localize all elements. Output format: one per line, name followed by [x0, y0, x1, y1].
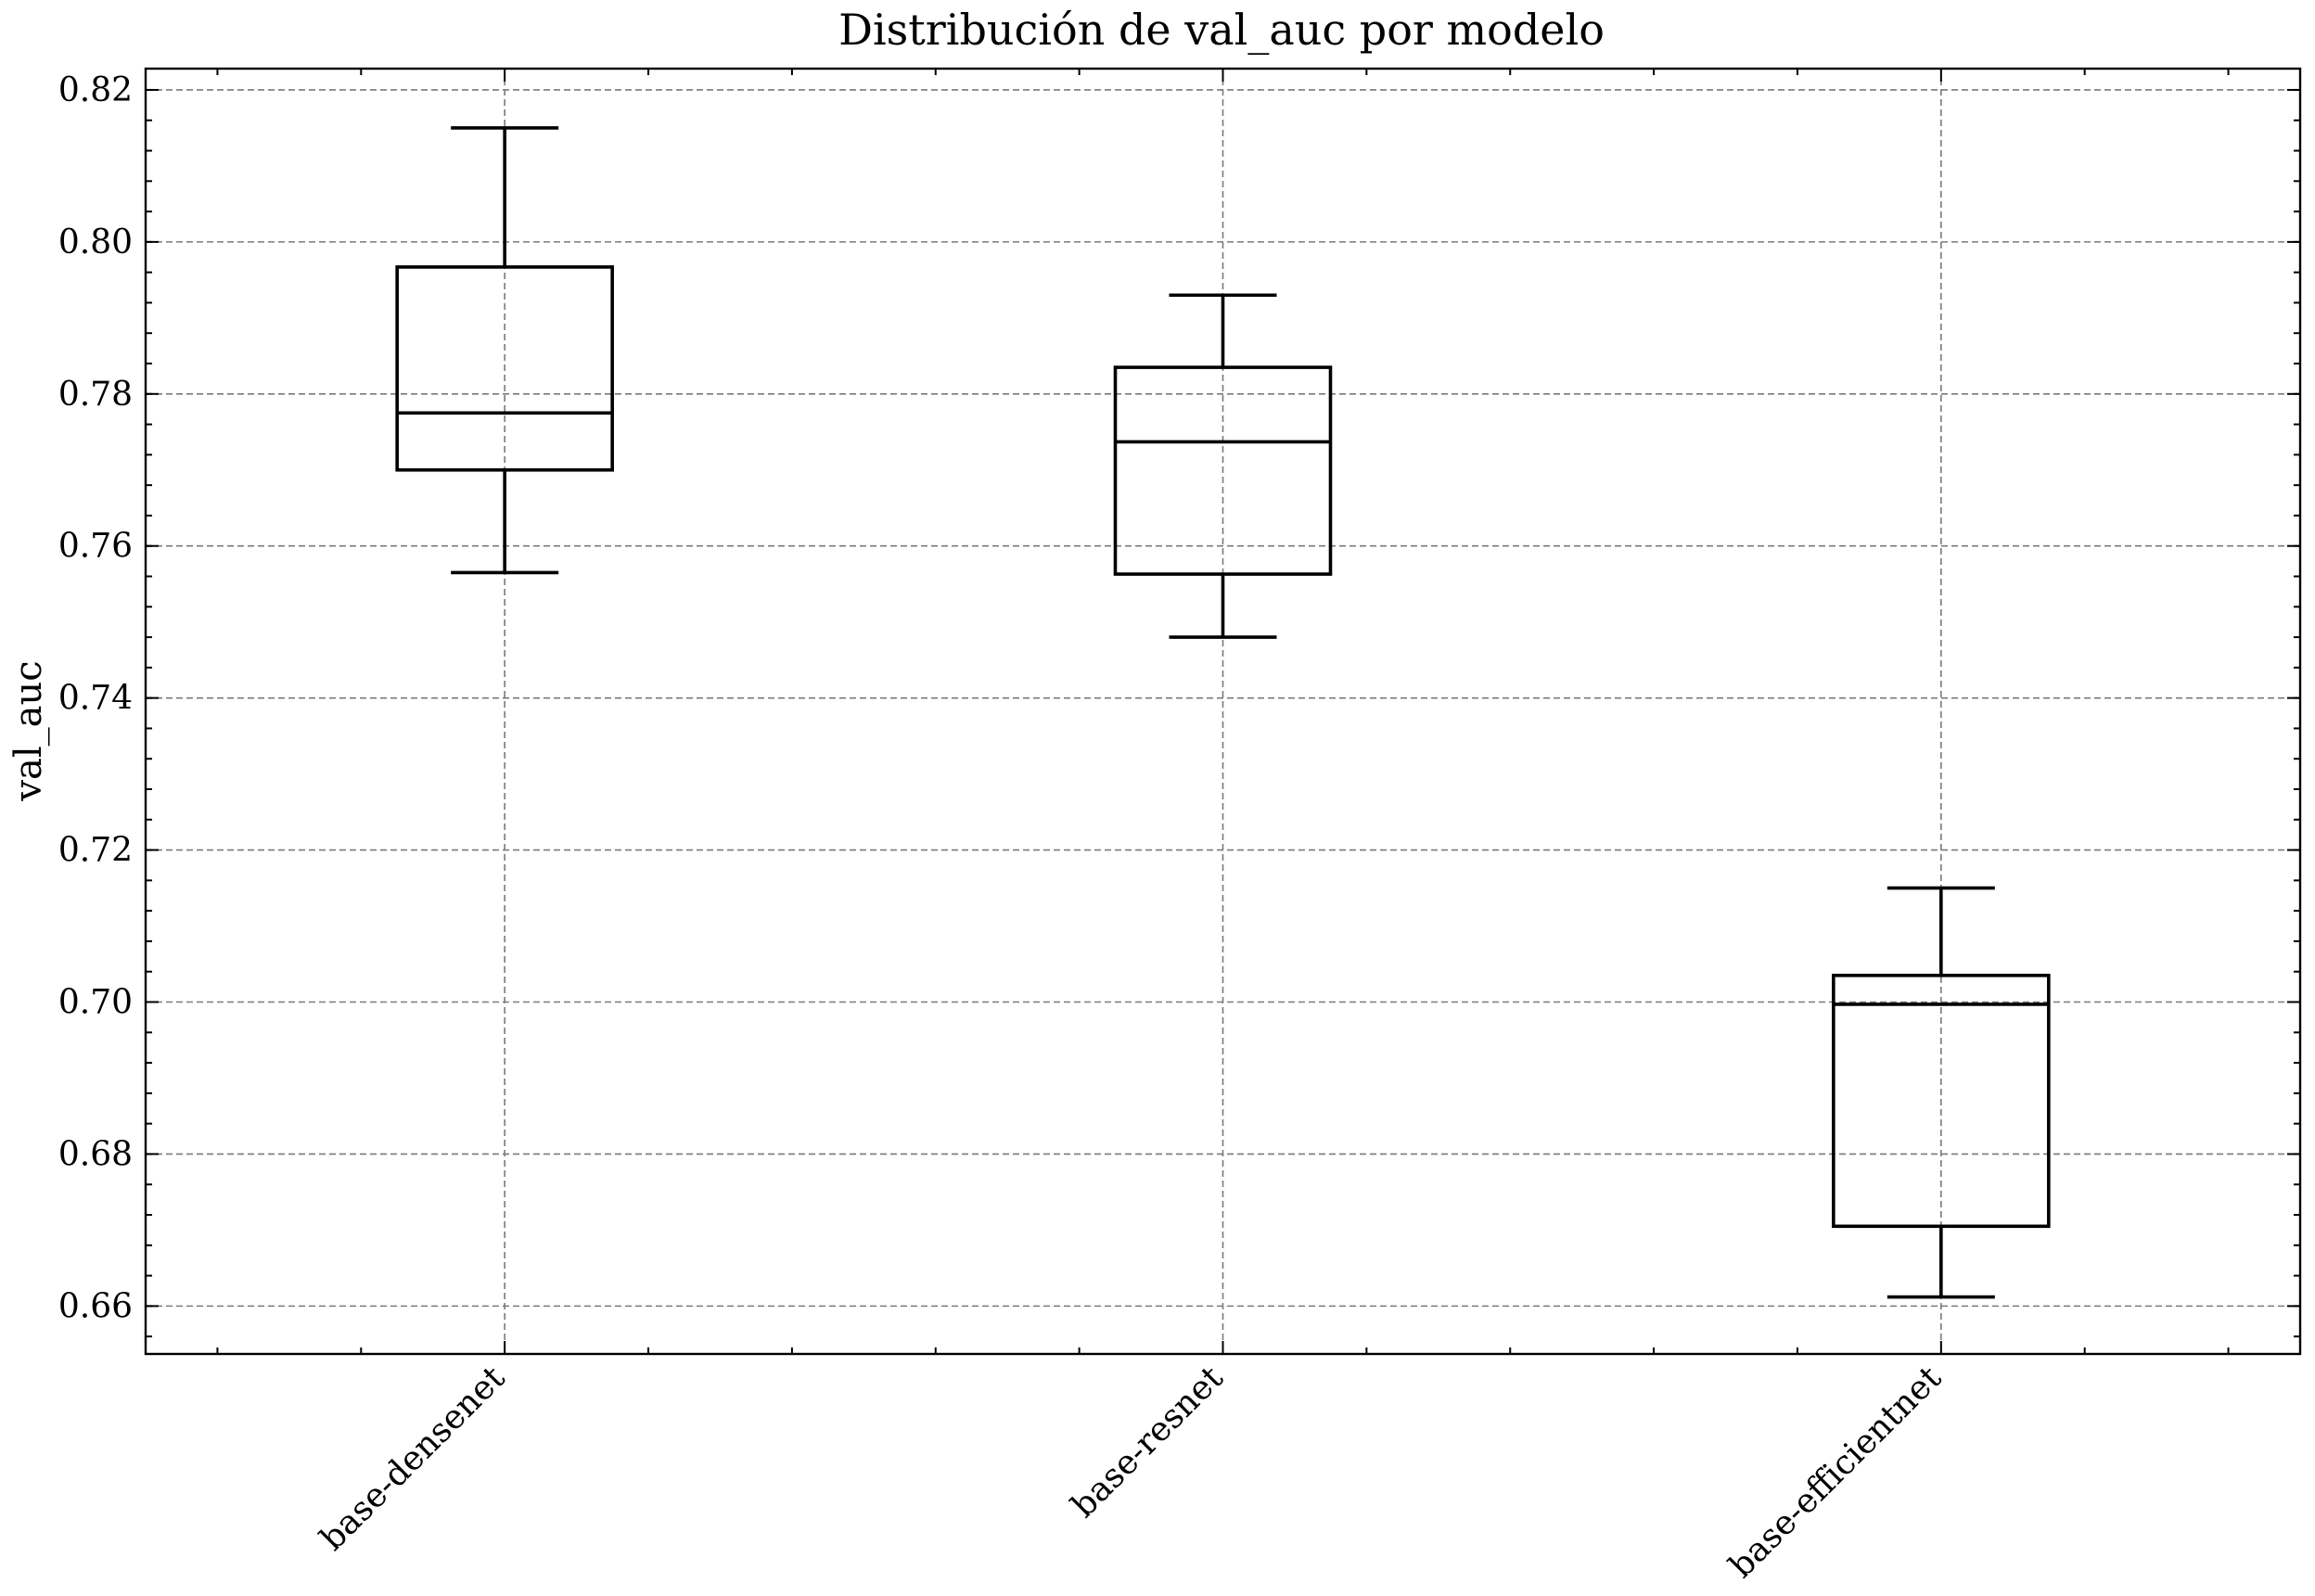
y-tick-label: 0.70 [58, 984, 133, 1022]
y-axis-label: val_auc [7, 660, 50, 801]
y-tick-label: 0.72 [58, 832, 133, 870]
y-tick-label: 0.78 [58, 376, 133, 414]
grid-layer [146, 69, 2300, 1354]
box-base-resnet [1113, 293, 1333, 639]
x-tick-label: base-efficientnet [1722, 1359, 1950, 1586]
plot-frame [144, 67, 2302, 1356]
iqr-box [1832, 974, 2051, 1229]
iqr-box [395, 265, 614, 472]
y-tick-label: 0.82 [58, 71, 133, 109]
y-tick-label: 0.66 [58, 1287, 133, 1325]
x-tick-label: base-densenet [313, 1359, 513, 1558]
y-tick-label: 0.76 [58, 528, 133, 566]
x-tick-label: base-resnet [1065, 1359, 1232, 1526]
chart-title: Distribución de val_auc por modelo [838, 5, 1605, 55]
y-tick-label: 0.74 [58, 680, 133, 718]
y-tick-label: 0.80 [58, 223, 133, 262]
y-tick-label: 0.68 [58, 1135, 133, 1173]
iqr-box [1113, 365, 1333, 576]
box-base-densenet [395, 126, 614, 575]
box-base-efficientnet [1832, 886, 2051, 1299]
tick-labels-layer: 0.66 0.68 0.70 0.72 0.74 0.76 0.78 0.80 0.82 base… [58, 71, 1950, 1586]
boxes-layer [395, 126, 2051, 1299]
